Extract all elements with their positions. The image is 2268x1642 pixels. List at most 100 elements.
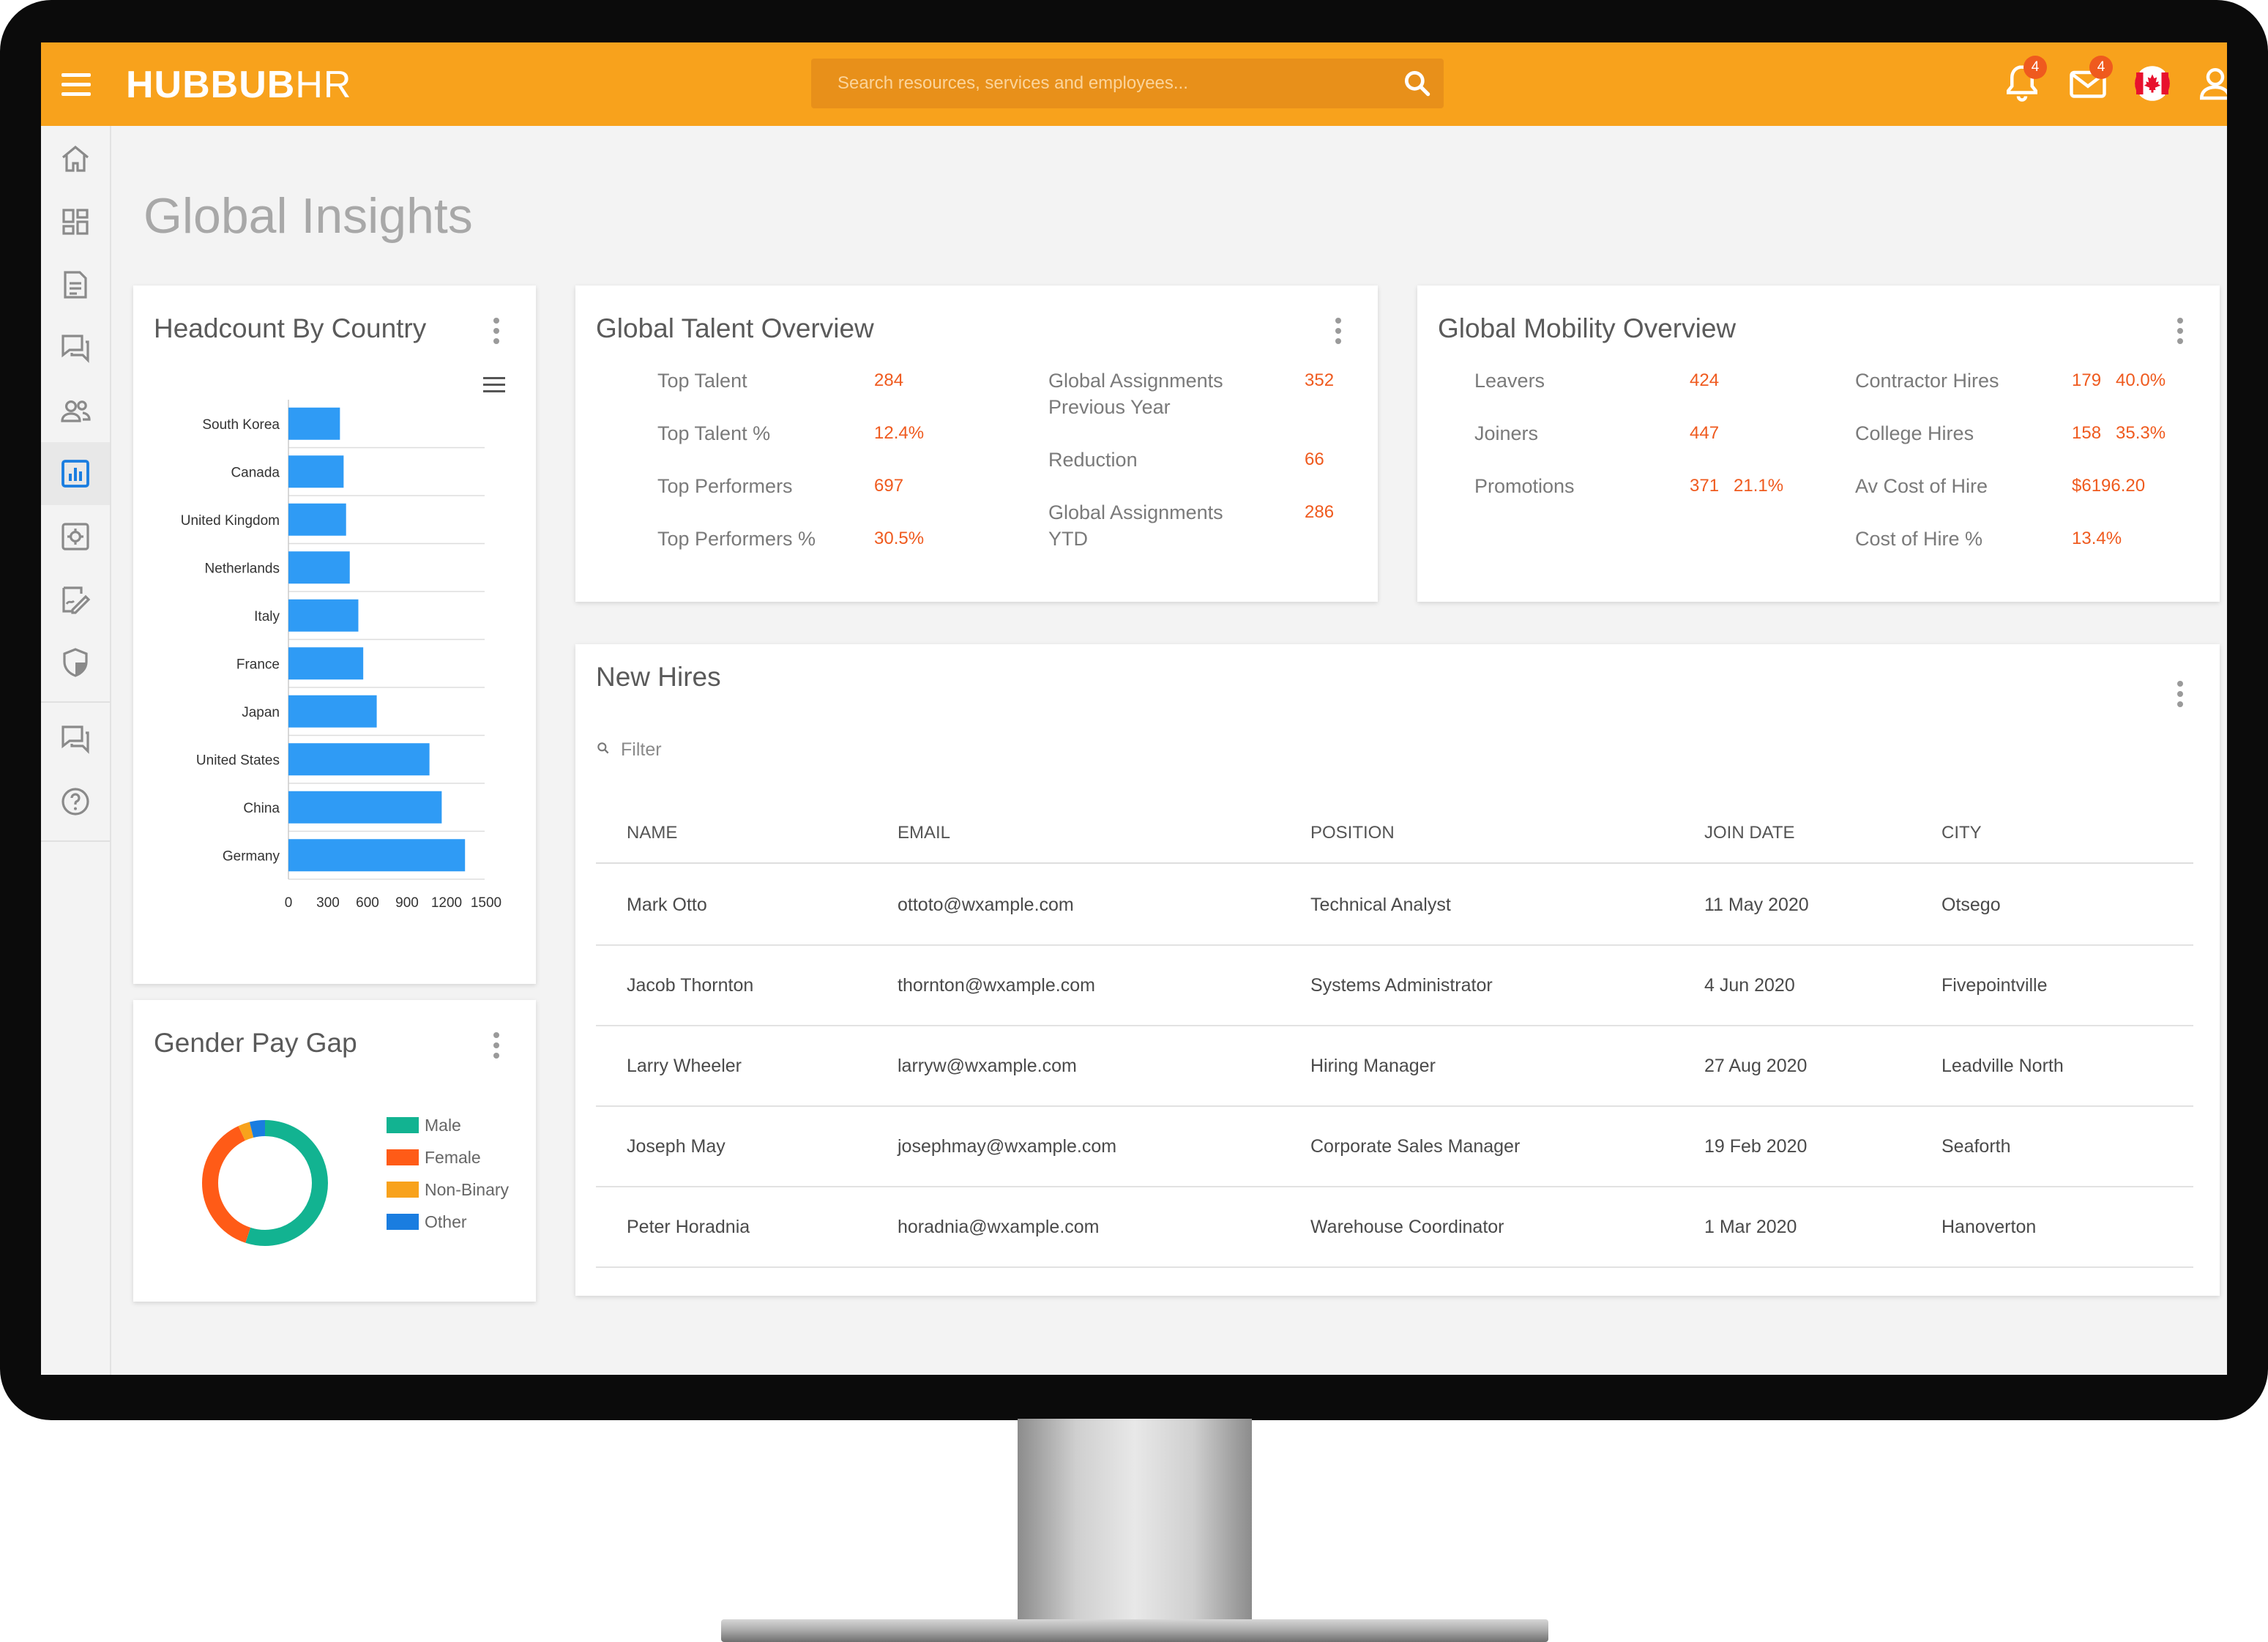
stat-label: Top Performers % (657, 528, 816, 550)
sidebar-item-help[interactable] (41, 770, 110, 833)
column-header-email[interactable]: EMAIL (898, 823, 951, 843)
sidebar-item-people[interactable] (41, 379, 110, 442)
bar[interactable] (288, 503, 346, 536)
app-logo[interactable]: HUBBUBHR (126, 64, 352, 106)
x-tick-label: 300 (316, 895, 340, 911)
stat-value: 352 (1305, 370, 1335, 390)
sidebar-item-feedback[interactable] (41, 707, 110, 770)
gender-more-icon[interactable] (489, 1032, 504, 1064)
table-row[interactable]: Peter Horadnia horadnia@wxample.com Ware… (596, 1187, 2193, 1268)
sidebar-item-settings[interactable] (41, 505, 110, 568)
column-header-city[interactable]: CITY (1941, 823, 1982, 843)
column-header-join-date[interactable]: JOIN DATE (1704, 823, 1795, 843)
headcount-more-icon[interactable] (489, 318, 504, 350)
stat-value: 284 (874, 370, 904, 390)
stat-label: Reduction (1048, 449, 1138, 471)
sidebar (41, 126, 111, 1375)
gender-pay-gap-title: Gender Pay Gap (154, 1028, 357, 1058)
bar[interactable] (288, 551, 350, 584)
search-input[interactable] (838, 70, 1394, 97)
table-row[interactable]: Mark Otto ottoto@wxample.com Technical A… (596, 865, 2193, 946)
mobility-overview-title: Global Mobility Overview (1438, 313, 1737, 343)
sidebar-item-documents[interactable] (41, 253, 110, 316)
feedback-icon (61, 725, 89, 754)
document-icon (64, 271, 87, 299)
stat-label: Global Assignments (1048, 370, 1223, 392)
category-label: Canada (231, 465, 280, 480)
user-profile-button[interactable] (2193, 61, 2227, 105)
bar[interactable] (288, 791, 442, 824)
stat-value: 697 (874, 476, 904, 496)
legend-swatch (387, 1149, 419, 1165)
bar[interactable] (288, 647, 364, 680)
hamburger-menu-icon[interactable] (60, 70, 92, 99)
messages-badge: 4 (2089, 56, 2113, 79)
sidebar-item-security[interactable] (41, 631, 110, 694)
stat-label: Top Talent % (657, 422, 771, 444)
bar[interactable] (288, 839, 466, 872)
sidebar-item-insights[interactable] (41, 442, 110, 505)
category-label: United States (196, 753, 280, 768)
sidebar-item-home[interactable] (41, 127, 110, 190)
cell-city: Seaforth (1941, 1136, 2011, 1157)
bar[interactable] (288, 455, 344, 488)
cell-position: Technical Analyst (1310, 895, 1451, 915)
gender-donut-chart (202, 1120, 328, 1246)
category-label: United Kingdom (181, 513, 280, 529)
filter-search-icon (597, 742, 609, 754)
search-icon[interactable] (1401, 67, 1433, 100)
column-header-position[interactable]: POSITION (1310, 823, 1395, 843)
monitor-stand-base (721, 1619, 1548, 1642)
x-tick-label: 0 (285, 895, 293, 911)
stat-label: Promotions (1474, 475, 1575, 497)
stat-value: 179 40.0% (2072, 370, 2166, 390)
cell-email: larryw@wxample.com (898, 1056, 1077, 1076)
cell-name: Mark Otto (627, 895, 707, 915)
cell-city: Fivepointville (1941, 975, 2048, 996)
cell-join-date: 27 Aug 2020 (1704, 1056, 1808, 1076)
sidebar-item-dashboard[interactable] (41, 190, 110, 253)
new-hires-more-icon[interactable] (2173, 681, 2187, 713)
stat-value: 447 (1690, 423, 1720, 443)
stat-label: Leavers (1474, 370, 1545, 392)
table-row[interactable]: Joseph May josephmay@wxample.com Corpora… (596, 1107, 2193, 1187)
notifications-badge: 4 (2023, 56, 2047, 79)
language-button[interactable] (2130, 61, 2174, 105)
bar[interactable] (288, 407, 340, 440)
donut-slice[interactable] (202, 1120, 328, 1246)
legend-label: Male (425, 1116, 461, 1135)
talent-overview-card: Global Talent Overview Top Talent 284 To… (575, 286, 1378, 602)
x-tick-label: 1500 (471, 895, 501, 911)
cell-city: Leadville North (1941, 1056, 2064, 1076)
sidebar-item-signatures[interactable] (41, 568, 110, 631)
cell-email: thornton@wxample.com (898, 975, 1095, 996)
category-label: Italy (254, 609, 280, 624)
bar[interactable] (288, 695, 377, 728)
talent-more-icon[interactable] (1331, 318, 1346, 350)
stat-label: Cost of Hire % (1855, 528, 1983, 550)
messages-button[interactable]: 4 (2066, 56, 2113, 105)
sidebar-item-messages[interactable] (41, 316, 110, 379)
mobility-overview-card: Global Mobility Overview Leavers 424 Joi… (1417, 286, 2220, 602)
category-label: Germany (223, 848, 280, 864)
category-label: South Korea (202, 417, 280, 433)
talent-overview-title: Global Talent Overview (596, 313, 874, 343)
x-tick-label: 1200 (431, 895, 462, 911)
chart-menu-icon[interactable] (483, 377, 505, 395)
chat-icon (61, 335, 89, 363)
column-header-name[interactable]: NAME (627, 823, 678, 843)
table-row[interactable]: Jacob Thornton thornton@wxample.com Syst… (596, 946, 2193, 1026)
donut-slice[interactable] (202, 1120, 328, 1246)
bar[interactable] (288, 599, 359, 632)
legend-label: Female (425, 1148, 481, 1167)
category-label: China (243, 801, 280, 816)
filter-input[interactable] (621, 736, 884, 763)
stat-value: 286 (1305, 502, 1335, 522)
help-icon (61, 788, 89, 816)
mobility-more-icon[interactable] (2173, 318, 2187, 350)
notifications-button[interactable]: 4 (2000, 56, 2047, 105)
stat-value: $6196.20 (2072, 476, 2146, 496)
table-row[interactable]: Larry Wheeler larryw@wxample.com Hiring … (596, 1026, 2193, 1107)
bar[interactable] (288, 743, 430, 776)
table-header: NAME EMAIL POSITION JOIN DATE CITY (596, 805, 2193, 864)
